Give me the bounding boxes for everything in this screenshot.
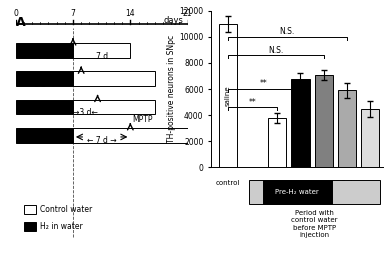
Bar [268,118,287,167]
Text: **: ** [260,79,268,89]
FancyBboxPatch shape [263,180,332,204]
Text: 21: 21 [183,9,192,18]
Text: MPTP: MPTP [303,187,326,196]
Bar [291,79,310,167]
Bar [16,100,73,114]
Text: 7 d: 7 d [95,52,108,60]
Text: Control water: Control water [40,205,92,214]
Text: 3: 3 [321,180,326,187]
Bar [314,75,333,167]
Text: control: control [215,180,240,187]
Text: 14: 14 [126,9,135,18]
Text: B: B [151,0,160,1]
Text: N.S.: N.S. [268,46,283,55]
Bar [338,90,356,167]
Text: days: days [164,16,184,25]
Bar [16,43,73,58]
Bar [73,43,130,58]
Text: 1: 1 [298,180,303,187]
Y-axis label: TH-positive neurons in SNpc: TH-positive neurons in SNpc [167,35,176,143]
Text: saline: saline [225,85,231,106]
Bar [361,109,379,167]
Bar [16,128,73,143]
Text: 7: 7 [70,9,75,18]
Text: H₂ in water: H₂ in water [40,222,83,231]
Text: ← 7 d →: ← 7 d → [87,136,117,145]
Bar [24,222,36,231]
Text: Pre-H₂ water: Pre-H₂ water [275,189,319,195]
Text: **: ** [249,98,256,107]
Text: 0: 0 [13,9,18,18]
Text: MPTP: MPTP [132,115,152,124]
Bar [24,205,36,214]
Bar [16,71,73,86]
Text: 7 d: 7 d [38,52,50,60]
Text: 0: 0 [275,180,280,187]
Text: Period with
control water
before MPTP
injection: Period with control water before MPTP in… [291,210,337,238]
Text: 1 d →: 1 d → [34,80,55,89]
Bar [73,128,188,143]
Text: →3 d←: →3 d← [73,108,98,117]
Bar [73,71,155,86]
Text: A: A [16,16,25,29]
Bar [219,24,237,167]
Text: N.S.: N.S. [280,27,295,36]
Text: 7 d: 7 d [341,180,352,187]
Bar [73,100,155,114]
FancyBboxPatch shape [249,180,380,204]
